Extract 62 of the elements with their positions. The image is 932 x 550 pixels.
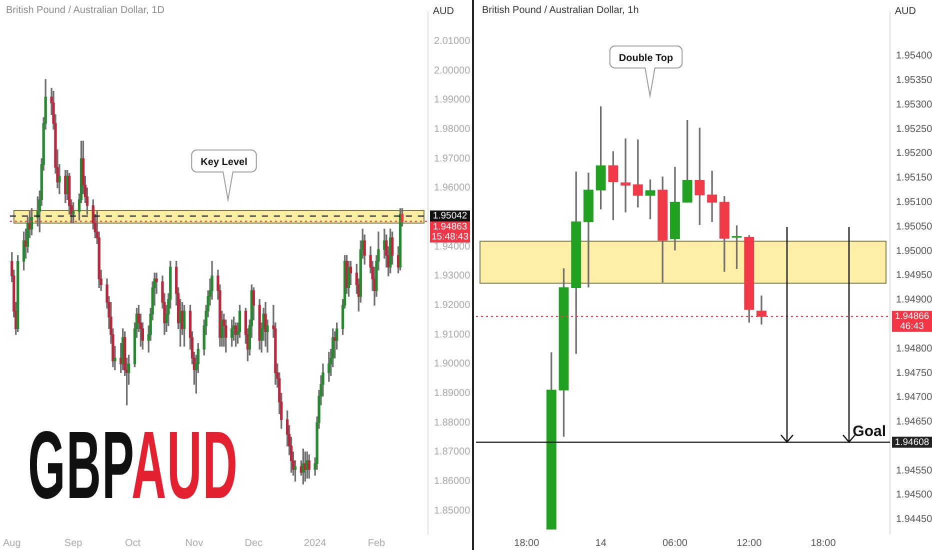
x-tick-label: Nov (185, 538, 204, 549)
chart-subtitle: British Pound / Australian Dollar, 1D (6, 5, 164, 16)
y-tick-label: 1.95400 (896, 50, 932, 62)
candlestick (620, 138, 630, 212)
candlestick (707, 170, 718, 222)
chart-subtitle: British Pound / Australian Dollar, 1h (482, 5, 639, 16)
y-tick-label: 1.98000 (434, 124, 471, 136)
y-tick-label: 1.94500 (896, 490, 932, 501)
y-tick-label: 1.95050 (896, 221, 932, 232)
y-tick-label: 1.94750 (896, 368, 932, 379)
x-tick-label: 18:00 (514, 538, 540, 549)
x-tick-label: Feb (368, 538, 386, 549)
y-tick-label: 1.94900 (896, 294, 932, 306)
y-tick-label: 2.00000 (434, 65, 471, 76)
y-tick-label: 1.94700 (896, 392, 932, 404)
ref-line-label: 1.95042 (432, 210, 468, 222)
y-axis-title: AUD (894, 6, 916, 17)
y-tick-label: 1.97000 (434, 153, 471, 164)
y-tick-label: 1.96000 (434, 182, 471, 194)
text: 46:43 (900, 321, 924, 332)
x-tick-label: 14 (595, 538, 607, 549)
y-tick-label: 1.85000 (434, 505, 471, 516)
x-tick-label: 2024 (304, 538, 327, 549)
ref-line-label: 1.94863 (432, 222, 468, 233)
y-tick-label: 1.94450 (896, 514, 932, 526)
y-tick-label: 1.94950 (896, 270, 932, 282)
y-tick-label: 1.94550 (896, 465, 932, 476)
y-tick-label: 1.91000 (434, 329, 471, 340)
y-tick-label: 1.86000 (434, 476, 471, 487)
ref-line-label: 1.94866 (894, 311, 930, 322)
y-tick-label: 1.99000 (434, 94, 471, 106)
x-tick-label: Oct (124, 538, 141, 549)
y-tick-label: 1.95350 (896, 75, 932, 86)
y-tick-label: 1.94000 (434, 241, 471, 252)
y-tick-label: 1.90000 (434, 358, 471, 370)
y-tick-label: 1.95200 (896, 148, 932, 160)
y-tick-label: 1.88000 (434, 417, 471, 428)
y-tick-label: 1.95100 (896, 197, 932, 208)
y-tick-label: 1.94800 (896, 343, 932, 354)
annotation: Double Top (618, 52, 674, 64)
x-tick-label: 18:00 (810, 538, 836, 549)
text: 15:48:43 (432, 232, 468, 243)
text: GBPAUD (28, 412, 238, 519)
y-tick-label: 1.89000 (434, 388, 471, 399)
y-tick-label: 1.92000 (434, 300, 471, 312)
annotation: Goal (852, 422, 886, 440)
y-tick-label: 1.87000 (434, 446, 471, 458)
y-tick-label: 1.93000 (434, 270, 471, 282)
annotation: Key Level (200, 156, 248, 168)
y-tick-label: 1.95150 (896, 172, 932, 184)
y-tick-label: 1.94650 (896, 416, 932, 428)
x-tick-label: 06:00 (662, 538, 688, 549)
x-tick-label: Aug (3, 538, 21, 549)
x-tick-label: Sep (64, 538, 83, 549)
y-tick-label: 1.95000 (896, 246, 932, 257)
y-tick-label: 1.95300 (896, 99, 932, 110)
y-tick-label: 1.95250 (896, 124, 932, 135)
x-tick-label: Dec (244, 538, 263, 549)
x-tick-label: 12:00 (736, 538, 762, 549)
y-axis-title: AUD (432, 6, 454, 17)
y-tick-label: 2.01000 (434, 36, 471, 48)
ref-line-label: 1.94608 (894, 436, 930, 448)
